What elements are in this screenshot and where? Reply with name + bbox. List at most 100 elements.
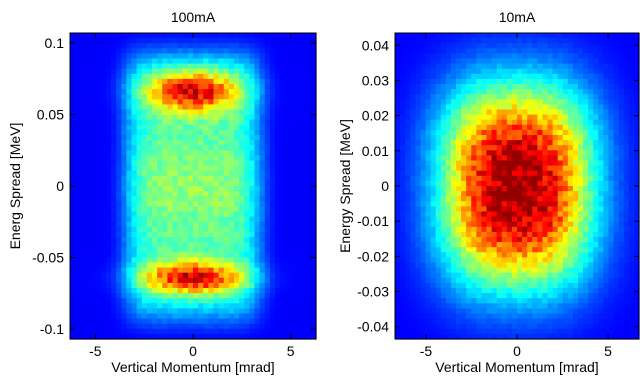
heatmap-cell (121, 135, 127, 141)
heatmap-cell (290, 308, 297, 315)
heatmap-cell (126, 191, 133, 197)
heatmap-cell (187, 38, 194, 44)
heatmap-cell (162, 114, 168, 121)
heatmap-cell (410, 145, 416, 151)
heatmap-cell (239, 33, 245, 39)
heatmap-cell (131, 267, 138, 274)
heatmap-cell (182, 114, 189, 121)
heatmap-cell (90, 129, 97, 136)
heatmap-cell (100, 48, 107, 54)
heatmap-cell (310, 73, 317, 80)
heatmap-cell (598, 175, 605, 182)
heatmap-cell (208, 303, 215, 309)
heatmap-cell (259, 58, 266, 65)
heatmap-cell (177, 48, 184, 54)
heatmap-cell (172, 186, 179, 192)
heatmap-cell (239, 165, 245, 172)
heatmap-cell (552, 165, 559, 172)
heatmap-cell (172, 288, 179, 294)
heatmap-cell (90, 160, 97, 167)
heatmap-cell (208, 267, 215, 274)
heatmap-cell (450, 63, 457, 70)
heatmap-cell (121, 124, 127, 131)
heatmap-cell (152, 257, 158, 264)
heatmap-cell (410, 165, 416, 172)
heatmap-cell (285, 196, 291, 202)
heatmap-cell (121, 201, 127, 207)
heatmap-cell (121, 247, 127, 253)
heatmap-cell (162, 119, 168, 126)
heatmap-cell (75, 318, 81, 325)
heatmap-cell (310, 267, 317, 274)
heatmap-cell (578, 63, 584, 70)
heatmap-cell (598, 155, 605, 162)
heatmap-cell (70, 58, 76, 65)
heatmap-cell (208, 78, 215, 85)
heatmap-cell (136, 206, 143, 213)
heatmap-cell (228, 196, 235, 202)
heatmap-cell (141, 140, 148, 146)
heatmap-cell (633, 150, 640, 156)
heatmap-cell (157, 201, 163, 207)
heatmap-cell (234, 124, 240, 131)
heatmap-cell (116, 33, 122, 39)
heatmap-cell (264, 206, 271, 213)
heatmap-cell (218, 150, 225, 156)
heatmap-cell (95, 288, 102, 294)
heatmap-cell (420, 186, 427, 192)
heatmap-cell (290, 140, 297, 146)
heatmap-cell (239, 328, 245, 335)
heatmap-cell (466, 165, 472, 172)
heatmap-cell (254, 109, 261, 116)
heatmap-cell (572, 109, 579, 116)
heatmap-cell (126, 318, 133, 325)
heatmap-cell (177, 282, 184, 289)
heatmap-cell (157, 99, 163, 105)
heatmap-cell (136, 201, 143, 207)
heatmap-cell (400, 94, 406, 100)
heatmap-cell (522, 140, 528, 146)
heatmap-cell (395, 252, 401, 258)
heatmap-cell (290, 124, 297, 131)
heatmap-cell (111, 298, 117, 304)
heatmap-cell (75, 257, 81, 264)
heatmap-cell (203, 58, 209, 65)
heatmap-cell (131, 99, 138, 105)
heatmap-cell (203, 323, 209, 330)
heatmap-cell (167, 231, 174, 238)
heatmap-cell (405, 247, 411, 253)
heatmap-cell (121, 43, 127, 49)
heatmap-cell (527, 175, 533, 182)
heatmap-cell (310, 318, 317, 325)
heatmap-cell (193, 48, 199, 54)
heatmap-cell (628, 63, 635, 70)
heatmap-cell (100, 242, 107, 248)
heatmap-cell (552, 191, 559, 197)
heatmap-cell (126, 323, 133, 330)
heatmap-cell (275, 257, 281, 264)
heatmap-cell (239, 140, 245, 146)
heatmap-cell (603, 160, 610, 167)
heatmap-cell (578, 231, 584, 238)
heatmap-cell (228, 63, 235, 70)
heatmap-cell (90, 94, 97, 100)
heatmap-cell (415, 221, 422, 228)
heatmap-cell (95, 165, 102, 172)
heatmap-cell (445, 68, 452, 75)
heatmap-cell (136, 180, 143, 187)
heatmap-cell (310, 313, 317, 320)
heatmap-cell (116, 196, 122, 202)
heatmap-cell (410, 53, 416, 60)
heatmap-cell (522, 175, 528, 182)
heatmap-cell (223, 114, 230, 121)
heatmap-cell (121, 150, 127, 156)
heatmap-cell (182, 196, 189, 202)
heatmap-cell (572, 175, 579, 182)
heatmap-cell (218, 109, 225, 116)
heatmap-cell (557, 129, 564, 136)
heatmap-cell (259, 140, 266, 146)
heatmap-cell (254, 180, 261, 187)
heatmap-cell (511, 140, 518, 146)
heatmap-cell (177, 170, 184, 177)
heatmap-cell (290, 48, 297, 54)
